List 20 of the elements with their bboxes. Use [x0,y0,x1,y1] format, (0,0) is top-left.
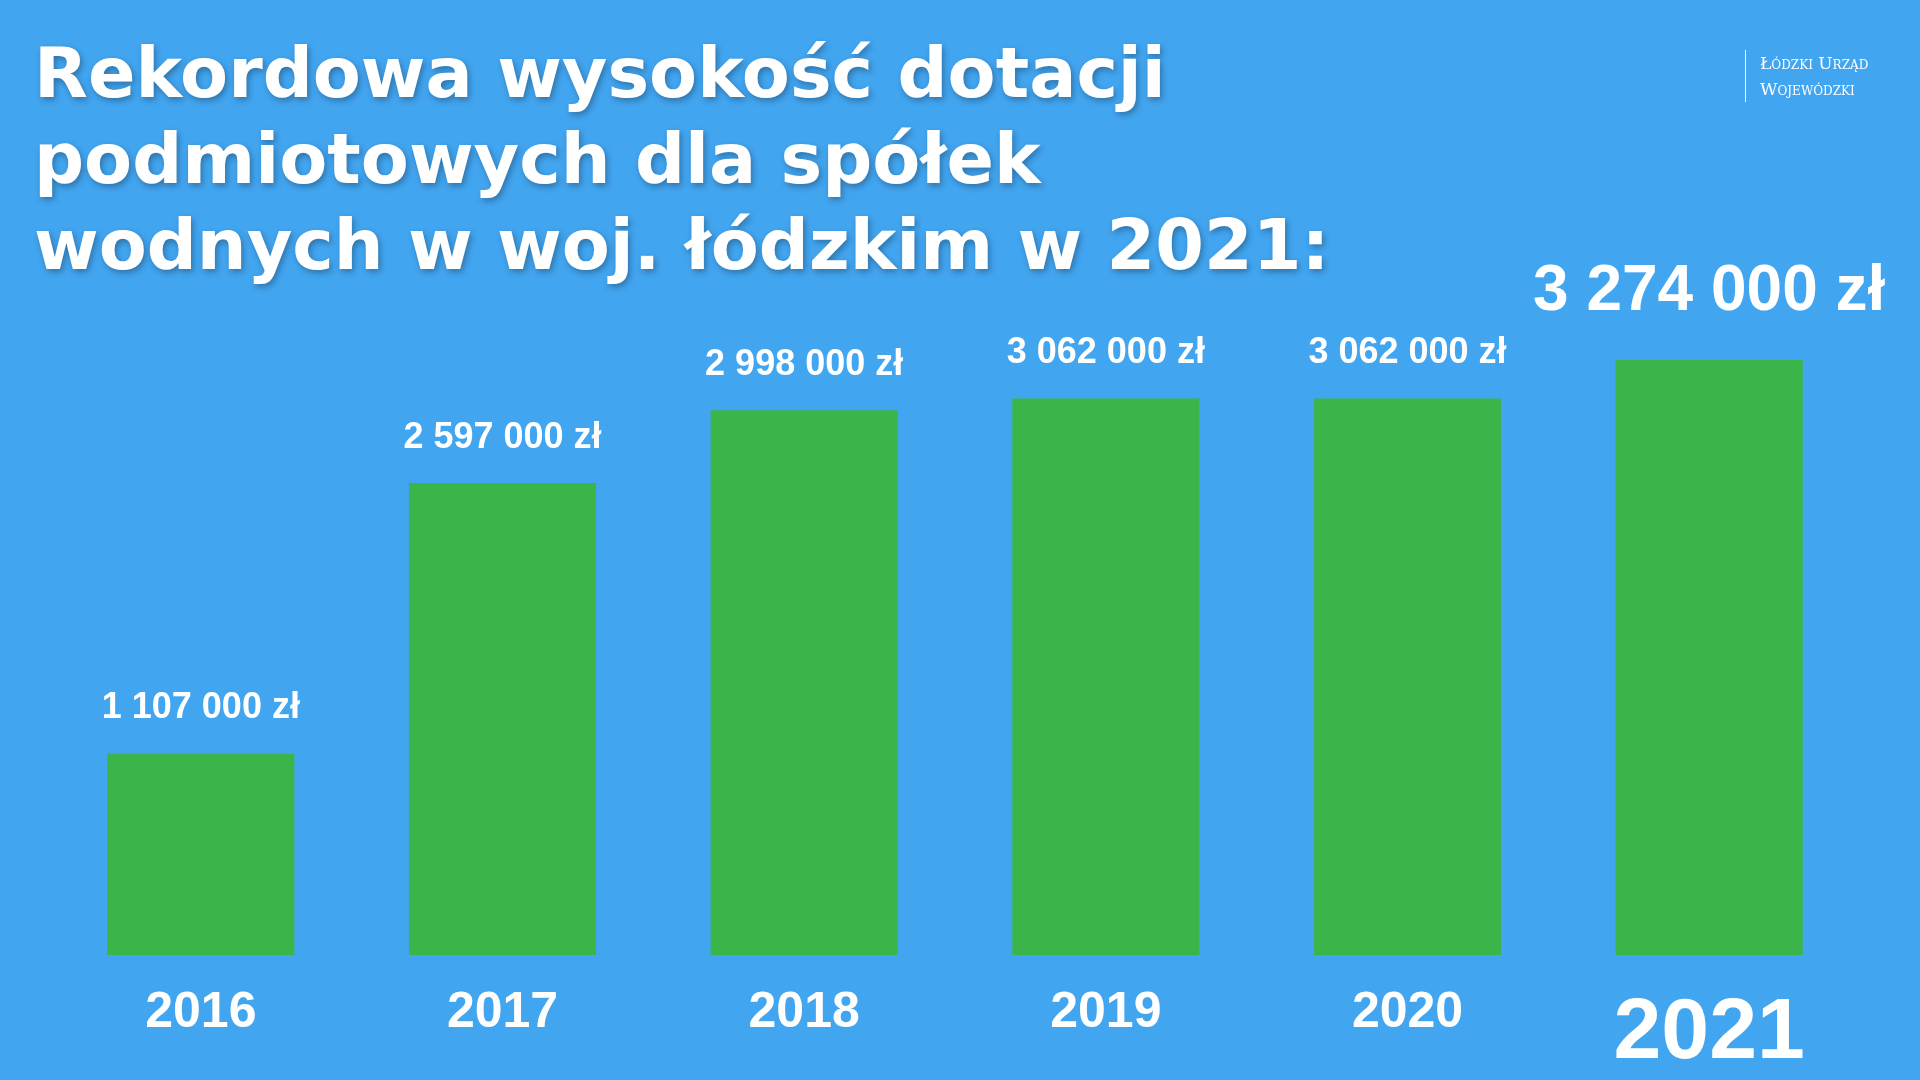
text: Łódzki Urząd Wojewódzki [1745,50,1890,102]
bar [710,410,898,955]
bar [408,483,597,955]
x-tick-label: 2021 [1613,980,1805,1076]
x-tick-label: 2017 [446,982,559,1038]
x-tick-label: 2019 [1050,982,1162,1038]
bar [1313,398,1502,955]
chart-title: Rekordowa wysokość dotacji podmiotowych dla spółek wodnych w woj. łódzkim w 2021: [34,31,1331,288]
data-label: 3 274 000 zł [1533,252,1886,324]
data-label: 3 062 000 zł [1308,330,1507,372]
x-tick-label: 2018 [748,982,860,1038]
bar [107,753,295,955]
data-label: 2 998 000 zł [705,341,904,383]
bar [1012,398,1200,955]
x-tick-label: 2016 [145,982,257,1038]
data-label: 3 062 000 zł [1006,330,1205,372]
bar [1615,360,1803,955]
x-tick-label: 2020 [1351,982,1464,1038]
data-label: 1 107 000 zł [101,685,300,727]
data-label: 2 597 000 zł [403,414,602,456]
